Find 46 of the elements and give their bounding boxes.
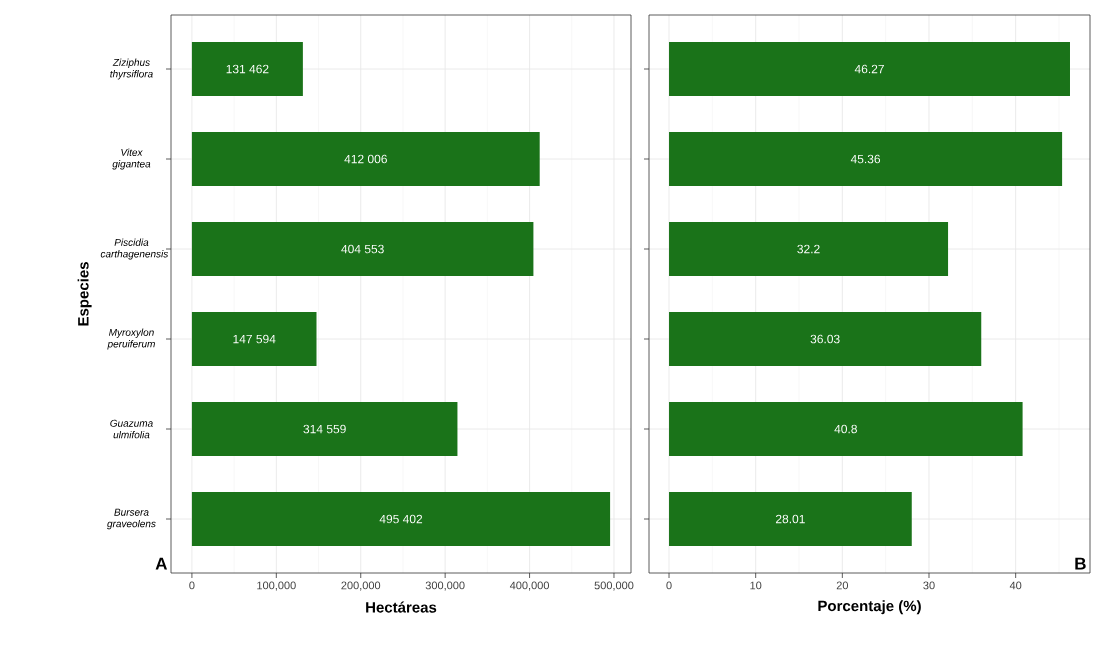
x-tick-label: 30 [923, 581, 935, 590]
y-tick-label: Bursera graveolens [107, 508, 156, 530]
bar [191, 222, 534, 277]
bar [669, 42, 1070, 97]
y-tick-label: Ziziphus thyrsiflora [110, 58, 153, 80]
x-tick-label: 300,000 [425, 581, 465, 591]
data-label: 131 462 [226, 64, 269, 74]
bar [669, 222, 949, 277]
x-axis-title: Porcentaje (%) [818, 600, 921, 615]
y-axis-title: Especies [77, 262, 92, 326]
x-tick-label: 40 [1009, 581, 1022, 590]
data-label: 40.8 [834, 424, 857, 434]
bar [191, 312, 317, 367]
y-tick-label: Myroxylon peruiferum [107, 328, 155, 350]
x-tick-label: 0 [666, 581, 672, 590]
x-tick-label: 20 [836, 581, 849, 590]
data-label: 28.01 [775, 514, 805, 524]
x-tick-label: 100,000 [257, 581, 296, 591]
x-tick-label: 0 [189, 581, 195, 590]
x-tick-label: 400,000 [509, 581, 549, 591]
data-label: 46.27 [854, 64, 884, 74]
data-label: 36.03 [810, 334, 840, 344]
bar [669, 132, 1063, 187]
x-axis-title: Hectáreas [366, 601, 437, 613]
y-tick-label: Guazuma ulmifolia [110, 419, 153, 439]
bar [191, 42, 303, 97]
data-label: 314 559 [303, 424, 346, 434]
x-tick-label: 200,000 [341, 581, 381, 591]
bar [669, 312, 982, 367]
bar [191, 402, 458, 457]
bar [191, 132, 540, 187]
data-label: 45.36 [850, 154, 881, 164]
data-label: 495 402 [379, 514, 423, 524]
y-tick-label: Vitex gigantea [112, 148, 151, 170]
data-label: 32.2 [797, 244, 820, 254]
text: A [155, 557, 168, 570]
data-label: 147 594 [233, 334, 276, 344]
annotation: B [1075, 557, 1086, 570]
bar [191, 492, 611, 547]
data-label: 412 006 [344, 154, 387, 164]
x-tick-label: 10 [750, 581, 762, 590]
y-tick-label: Piscidia carthagenensis [100, 238, 169, 260]
bar [669, 402, 1023, 457]
x-tick-label: 500,000 [594, 581, 634, 591]
data-label: 404 553 [341, 244, 384, 254]
bar [669, 492, 912, 547]
